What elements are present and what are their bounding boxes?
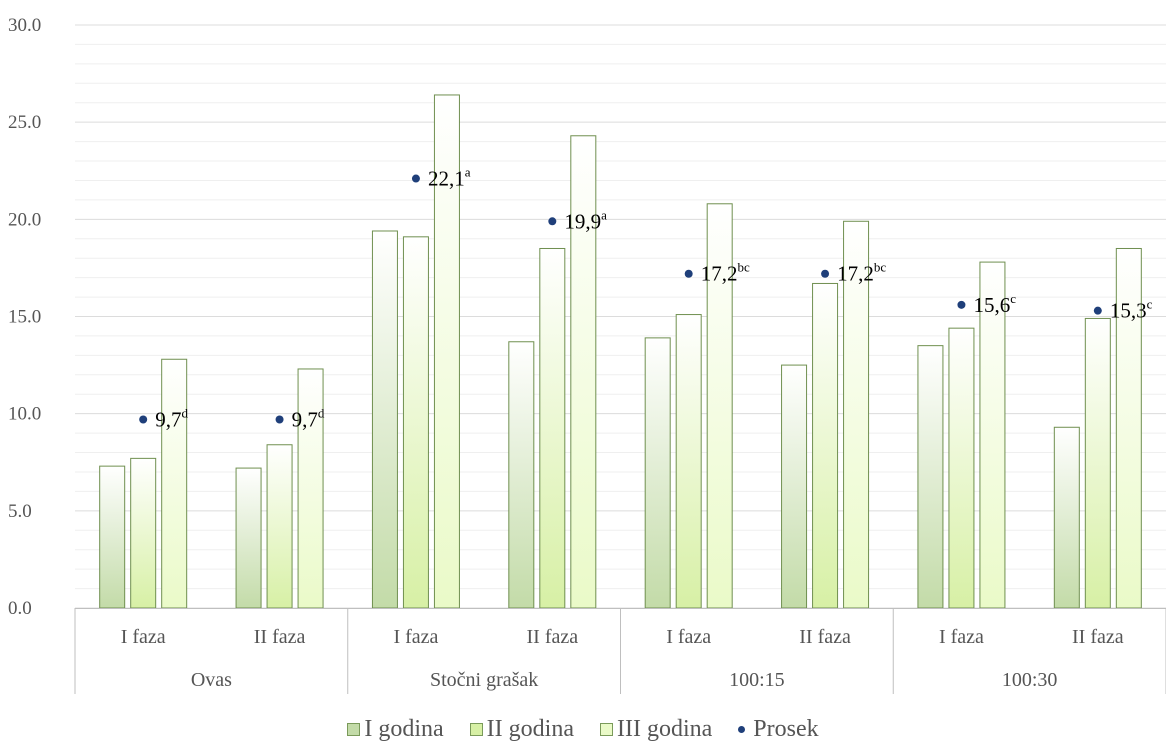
prosek-point bbox=[275, 415, 284, 424]
x-axis bbox=[74, 608, 1166, 694]
prosek-data-label: 19,9a bbox=[564, 207, 607, 233]
bar-ii-godina bbox=[130, 457, 157, 609]
legend-item-i-godina: I godina bbox=[347, 715, 444, 743]
y-tick-label: 30.0 bbox=[8, 15, 41, 36]
category-label: II faza bbox=[527, 626, 579, 648]
y-tick-label: 5.0 bbox=[8, 501, 32, 522]
bar-ii-godina bbox=[675, 314, 702, 609]
group-label: Ovas bbox=[191, 669, 232, 691]
bars bbox=[99, 94, 1142, 609]
category-labels: I faza II faza I faza II faza I faza II faza I… bbox=[121, 626, 1124, 691]
bar-iii-godina bbox=[433, 94, 460, 609]
legend-label-ii-godina: II godina bbox=[486, 715, 574, 742]
bar-ii-godina bbox=[1084, 317, 1111, 609]
significance-letter: a bbox=[465, 165, 471, 180]
prosek-data-label: 17,2bc bbox=[837, 260, 886, 286]
y-axis-ticks: 0.0 5.0 10.0 15.0 20.0 25.0 30.0 bbox=[8, 15, 41, 619]
y-tick-label: 20.0 bbox=[8, 209, 41, 230]
category-label: I faza bbox=[393, 626, 438, 648]
category-label: I faza bbox=[121, 626, 166, 648]
prosek-data-label: 15,3c bbox=[1110, 297, 1153, 323]
legend-swatch-iii-godina bbox=[599, 722, 613, 736]
y-tick-label: 25.0 bbox=[8, 112, 41, 133]
prosek-point bbox=[1093, 306, 1102, 315]
prosek-point bbox=[548, 217, 557, 226]
prosek-point bbox=[684, 269, 693, 278]
significance-letter: bc bbox=[737, 260, 750, 275]
legend-item-prosek: Prosek bbox=[738, 715, 819, 743]
bar-iii-godina bbox=[979, 261, 1006, 609]
legend-marker-prosek bbox=[738, 725, 746, 733]
category-label: I faza bbox=[666, 626, 711, 648]
legend-label-prosek: Prosek bbox=[753, 715, 819, 742]
bar-i-godina bbox=[235, 467, 262, 609]
legend-item-ii-godina: II godina bbox=[469, 715, 574, 743]
prosek-point bbox=[411, 174, 420, 183]
prosek-data-label: 22,1a bbox=[428, 165, 471, 191]
bar-iii-godina bbox=[297, 368, 324, 609]
significance-letter: c bbox=[1147, 297, 1153, 312]
bar-i-godina bbox=[1053, 426, 1080, 609]
bar-i-godina bbox=[781, 364, 808, 609]
category-label: II faza bbox=[1072, 626, 1124, 648]
legend-label-iii-godina: III godina bbox=[616, 715, 713, 742]
significance-letter: d bbox=[181, 405, 188, 420]
y-tick-label: 10.0 bbox=[8, 404, 41, 425]
significance-letter: a bbox=[601, 207, 607, 222]
prosek-data-label: 9,7d bbox=[155, 405, 188, 431]
bar-iii-godina bbox=[706, 203, 733, 609]
bar-iii-godina bbox=[161, 358, 188, 609]
significance-letter: bc bbox=[874, 260, 887, 275]
category-label: II faza bbox=[254, 626, 306, 648]
prosek-data-label: 17,2bc bbox=[701, 260, 750, 286]
bar-i-godina bbox=[99, 465, 126, 609]
prosek-point bbox=[139, 415, 148, 424]
prosek-data-label: 15,6c bbox=[973, 291, 1016, 317]
bar-ii-godina bbox=[266, 444, 293, 609]
bar-i-godina bbox=[508, 341, 535, 609]
category-label: I faza bbox=[939, 626, 984, 648]
bar-i-godina bbox=[644, 337, 671, 609]
prosek-point bbox=[957, 300, 966, 309]
category-label: II faza bbox=[799, 626, 851, 648]
significance-letter: d bbox=[318, 405, 325, 420]
group-label: 100:30 bbox=[1002, 669, 1058, 691]
group-label: Stočni grašak bbox=[430, 669, 538, 691]
y-tick-label: 0.0 bbox=[8, 598, 32, 619]
y-tick-label: 15.0 bbox=[8, 307, 41, 328]
group-label: 100:15 bbox=[729, 669, 785, 691]
legend-label-i-godina: I godina bbox=[364, 715, 444, 742]
bar-i-godina bbox=[917, 345, 944, 609]
bar-ii-godina bbox=[948, 327, 975, 609]
prosek-point bbox=[821, 269, 830, 278]
significance-letter: c bbox=[1010, 291, 1016, 306]
bar-ii-godina bbox=[402, 236, 429, 609]
bar-iii-godina bbox=[570, 135, 597, 609]
bar-iii-godina bbox=[843, 220, 870, 609]
legend-item-iii-godina: III godina bbox=[599, 715, 713, 743]
legend: I godina II godina III godina Prosek bbox=[0, 714, 1166, 744]
bar-iii-godina bbox=[1115, 247, 1142, 609]
legend-swatch-i-godina bbox=[347, 722, 361, 736]
bar-ii-godina bbox=[539, 247, 566, 609]
legend-swatch-ii-godina bbox=[469, 722, 483, 736]
bar-ii-godina bbox=[812, 282, 839, 609]
bar-i-godina bbox=[371, 230, 398, 609]
